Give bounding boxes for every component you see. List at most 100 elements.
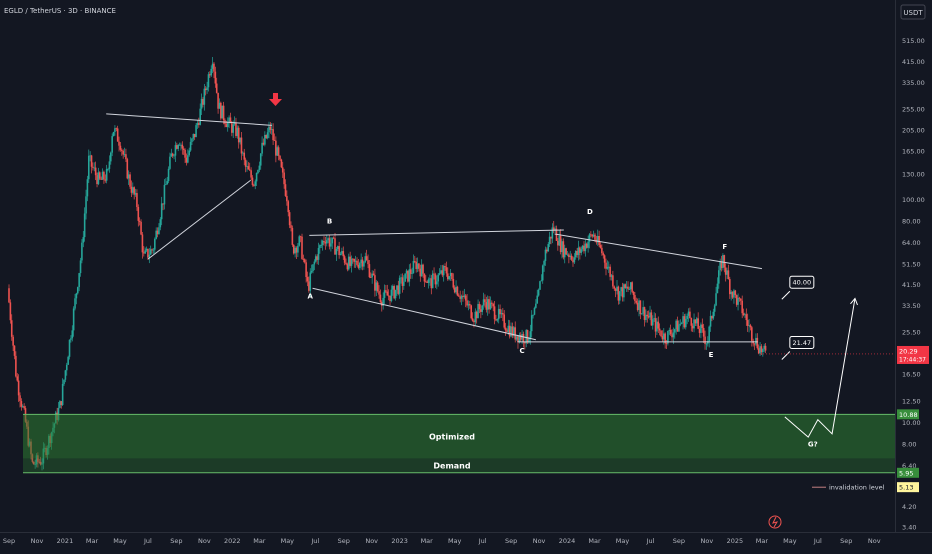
candle-body: [126, 159, 129, 179]
candle-body: [302, 258, 305, 260]
x-tick-label: Sep: [673, 537, 685, 545]
candle-body: [65, 364, 68, 371]
wave-label: D: [587, 208, 593, 216]
candle-body: [10, 320, 13, 337]
candle-body: [400, 277, 402, 279]
candle-body: [127, 174, 130, 179]
candle-body: [683, 316, 686, 328]
candle-body: [215, 83, 218, 93]
candle-body: [701, 324, 704, 328]
y-tick-label: 4.20: [902, 503, 916, 511]
candle-body: [640, 313, 643, 315]
candle-body: [100, 178, 102, 180]
candle-body: [206, 87, 208, 91]
candle-body: [188, 150, 191, 156]
trendline: [147, 179, 251, 260]
candle-body: [628, 289, 631, 290]
candle-body: [104, 179, 107, 181]
wave-label: A: [308, 292, 314, 300]
target-box: [789, 335, 815, 349]
candle-body: [426, 281, 428, 283]
candle-body: [147, 248, 149, 258]
x-tick-label: 2024: [559, 537, 576, 545]
candle-body: [177, 144, 179, 149]
lightning-icon[interactable]: [768, 515, 782, 529]
candle-body: [334, 238, 336, 255]
candle-body: [579, 247, 581, 253]
candle-body: [385, 290, 387, 292]
candle-body: [331, 237, 334, 244]
candle-body: [682, 316, 684, 324]
candle-body: [634, 295, 636, 301]
candle-body: [98, 172, 101, 179]
x-tick-label: 2023: [391, 537, 408, 545]
candle-body: [390, 289, 393, 302]
candle-body: [70, 338, 72, 340]
candle-body: [587, 241, 589, 248]
candle-body: [625, 286, 628, 289]
candle-body: [367, 260, 369, 265]
candle-body: [438, 273, 441, 275]
candle-body: [673, 329, 676, 333]
candle-body: [713, 305, 716, 312]
candle-body: [156, 230, 159, 235]
candle-body: [700, 324, 702, 333]
candle-body: [514, 327, 517, 340]
candle-body: [358, 263, 361, 268]
candle-body: [115, 128, 118, 130]
candle-body: [745, 314, 748, 321]
candle-body: [383, 290, 386, 298]
candle-body: [584, 243, 587, 252]
candle-body: [13, 345, 16, 356]
candle-body: [173, 155, 175, 157]
candle-body: [554, 228, 556, 231]
candle-body: [525, 330, 528, 344]
candle-body: [451, 273, 453, 280]
candle-body: [690, 318, 693, 326]
candle-body: [621, 287, 624, 298]
candle-body: [540, 280, 543, 282]
candle-body: [210, 68, 213, 76]
candle-body: [279, 155, 281, 160]
candle-body: [393, 286, 395, 299]
candle-body: [581, 245, 584, 250]
candle-body: [477, 304, 479, 319]
currency-box[interactable]: [900, 4, 926, 20]
candle-body: [631, 282, 633, 292]
candle-body: [67, 356, 69, 365]
y-tick-label: 12.50: [902, 397, 921, 405]
candle-body: [145, 248, 148, 251]
candle-body: [235, 122, 237, 137]
candle-body: [122, 150, 124, 155]
candle-body: [196, 123, 199, 126]
candle-body: [492, 303, 495, 307]
candle-body: [158, 227, 160, 235]
candle-body: [364, 256, 367, 262]
candle-body: [339, 253, 342, 256]
candle-body: [493, 306, 496, 320]
candle-body: [332, 237, 335, 239]
candle-body: [59, 401, 61, 408]
candle-body: [500, 313, 503, 315]
candle-body: [181, 144, 184, 149]
x-tick-label: 2022: [224, 537, 241, 545]
candle-body: [203, 88, 206, 105]
candle-body: [638, 300, 640, 310]
candle-body: [154, 238, 156, 250]
zone-top-badge-bg: [897, 409, 919, 420]
candle-body: [755, 337, 757, 345]
candle-body: [599, 245, 602, 248]
candle-body: [449, 273, 452, 277]
trendline: [312, 287, 536, 341]
candle-body: [133, 187, 135, 195]
candle-body: [174, 145, 177, 156]
candle-body: [661, 336, 664, 340]
candle-body: [163, 184, 166, 205]
candle-body: [669, 329, 672, 335]
candle-body: [423, 273, 426, 282]
candle-body: [313, 261, 316, 265]
candle-body: [712, 311, 715, 319]
candle-body: [352, 258, 354, 260]
